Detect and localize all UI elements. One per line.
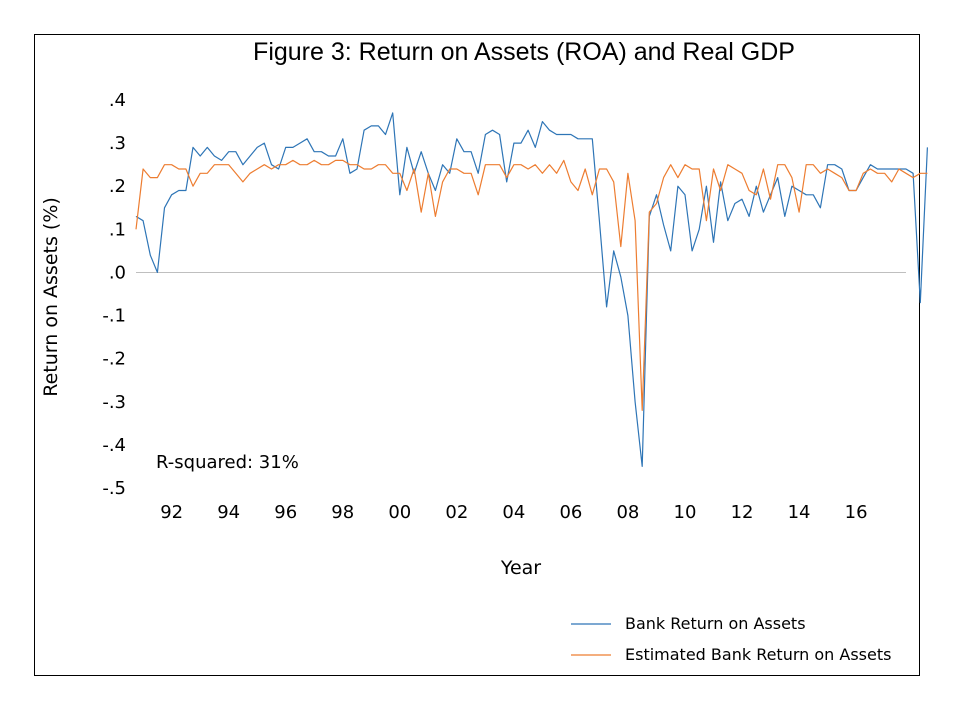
chart-title: Figure 3: Return on Assets (ROA) and Rea… <box>253 38 795 66</box>
y-tick-label: -.3 <box>102 392 126 413</box>
y-tick-label: .1 <box>109 219 126 240</box>
x-tick-label: 00 <box>388 502 411 523</box>
y-tick-label: -.5 <box>102 478 126 499</box>
x-tick-labels: 92 94 96 98 00 02 04 06 08 10 12 14 16 <box>160 502 867 523</box>
y-tick-label: .3 <box>109 133 126 154</box>
x-tick-label: 12 <box>731 502 754 523</box>
x-tick-label: 92 <box>160 502 183 523</box>
y-tick-label: .4 <box>109 90 126 111</box>
x-tick-label: 98 <box>331 502 354 523</box>
y-axis-label: Return on Assets (%) <box>40 197 62 397</box>
x-tick-label: 06 <box>559 502 582 523</box>
x-tick-label: 04 <box>502 502 525 523</box>
x-tick-label: 14 <box>788 502 811 523</box>
x-tick-label: 10 <box>674 502 697 523</box>
series-line-bank-roa <box>135 112 928 467</box>
r-squared-annotation: R-squared: 31% <box>156 452 299 473</box>
x-tick-label: 08 <box>616 502 639 523</box>
y-tick-labels: .4 .3 .2 .1 .0 -.1 -.2 -.3 -.4 -.5 <box>102 90 126 499</box>
legend-label-bank-roa: Bank Return on Assets <box>625 614 806 633</box>
y-tick-label: .0 <box>109 262 126 283</box>
legend: Bank Return on Assets Estimated Bank Ret… <box>571 614 891 664</box>
y-tick-label: .2 <box>109 176 126 197</box>
chart-frame <box>34 34 920 676</box>
legend-label-estimated-roa: Estimated Bank Return on Assets <box>625 645 891 664</box>
x-tick-label: 96 <box>274 502 297 523</box>
y-tick-label: -.1 <box>102 306 126 327</box>
x-tick-label: 94 <box>217 502 240 523</box>
y-tick-label: -.4 <box>102 435 126 456</box>
series-line-estimated-roa <box>135 159 928 411</box>
y-tick-label: -.2 <box>102 349 126 370</box>
x-axis-label: Year <box>500 557 541 579</box>
x-tick-label: 02 <box>445 502 468 523</box>
x-tick-label: 16 <box>845 502 868 523</box>
